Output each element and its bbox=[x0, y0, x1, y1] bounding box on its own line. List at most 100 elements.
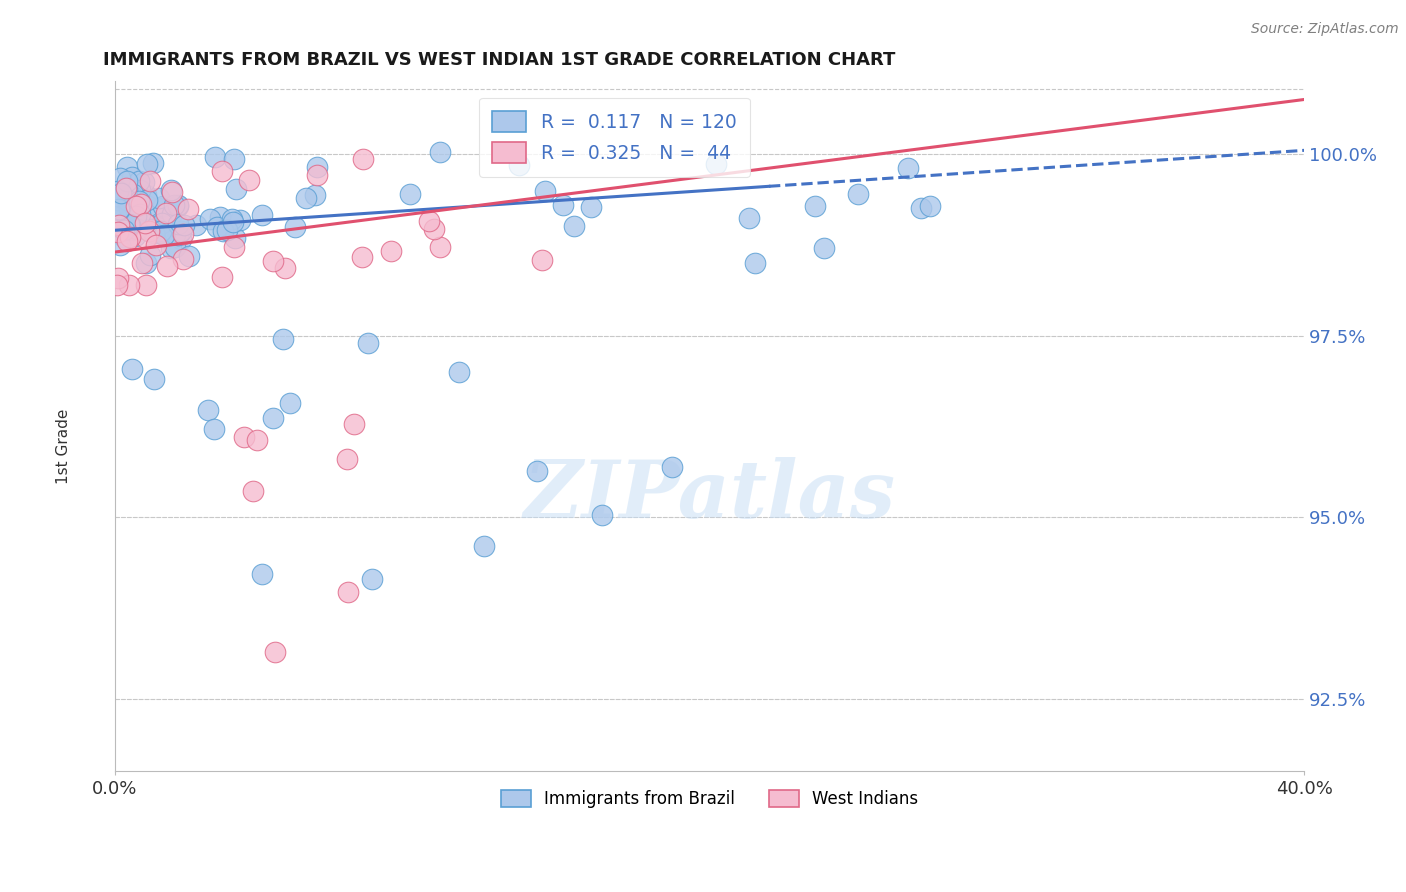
Point bbox=[336, 451, 359, 466]
Point bbox=[160, 183, 183, 197]
Point bbox=[121, 205, 143, 219]
Point bbox=[138, 248, 160, 262]
Point bbox=[139, 174, 162, 188]
Point bbox=[224, 239, 246, 253]
Point bbox=[121, 188, 143, 202]
Point bbox=[112, 229, 135, 244]
Point bbox=[250, 567, 273, 582]
Point bbox=[284, 220, 307, 235]
Point bbox=[129, 183, 152, 197]
Point bbox=[122, 194, 145, 208]
Point bbox=[508, 158, 530, 172]
Point bbox=[198, 212, 221, 227]
Point bbox=[165, 240, 187, 254]
Text: Source: ZipAtlas.com: Source: ZipAtlas.com bbox=[1251, 22, 1399, 37]
Point bbox=[117, 160, 139, 174]
Point bbox=[132, 175, 155, 189]
Point bbox=[211, 269, 233, 284]
Point bbox=[135, 277, 157, 292]
Point bbox=[222, 215, 245, 229]
Point bbox=[118, 217, 141, 231]
Point bbox=[120, 230, 142, 244]
Point bbox=[162, 186, 184, 200]
Point bbox=[177, 249, 200, 263]
Point bbox=[135, 156, 157, 170]
Point bbox=[117, 184, 139, 198]
Point bbox=[305, 161, 328, 175]
Point bbox=[152, 199, 174, 213]
Point bbox=[115, 193, 138, 207]
Point bbox=[526, 464, 548, 478]
Point bbox=[112, 223, 135, 237]
Point bbox=[167, 199, 190, 213]
Point bbox=[108, 238, 131, 252]
Point bbox=[221, 211, 243, 226]
Point bbox=[148, 191, 170, 205]
Point bbox=[107, 218, 129, 232]
Point bbox=[163, 198, 186, 212]
Point bbox=[551, 198, 574, 212]
Point bbox=[121, 186, 143, 201]
Point bbox=[107, 185, 129, 199]
Point bbox=[531, 253, 554, 268]
Point bbox=[125, 210, 148, 224]
Point bbox=[352, 152, 374, 166]
Point bbox=[107, 202, 129, 217]
Point bbox=[217, 223, 239, 237]
Point bbox=[307, 168, 329, 182]
Point bbox=[704, 157, 727, 171]
Point bbox=[170, 224, 193, 238]
Point bbox=[202, 422, 225, 436]
Legend: Immigrants from Brazil, West Indians: Immigrants from Brazil, West Indians bbox=[495, 783, 925, 814]
Point bbox=[591, 508, 613, 522]
Point bbox=[172, 252, 194, 266]
Point bbox=[263, 645, 285, 659]
Point bbox=[145, 238, 167, 252]
Point bbox=[176, 202, 198, 217]
Point bbox=[142, 227, 165, 241]
Point bbox=[117, 195, 139, 210]
Text: ZIPatlas: ZIPatlas bbox=[523, 457, 896, 534]
Point bbox=[160, 207, 183, 221]
Point bbox=[418, 214, 440, 228]
Point bbox=[562, 219, 585, 233]
Point bbox=[229, 212, 252, 227]
Point bbox=[134, 216, 156, 230]
Point bbox=[342, 417, 364, 431]
Text: 1st Grade: 1st Grade bbox=[56, 409, 70, 483]
Point bbox=[136, 218, 159, 232]
Point bbox=[278, 396, 301, 410]
Point bbox=[128, 194, 150, 209]
Point bbox=[262, 411, 284, 425]
Point bbox=[115, 173, 138, 187]
Point bbox=[135, 230, 157, 244]
Point bbox=[121, 362, 143, 376]
Point bbox=[246, 433, 269, 447]
Point bbox=[107, 193, 129, 207]
Point bbox=[125, 199, 148, 213]
Point bbox=[360, 572, 382, 586]
Point bbox=[121, 169, 143, 184]
Point bbox=[232, 430, 254, 444]
Point bbox=[156, 260, 179, 274]
Text: IMMIGRANTS FROM BRAZIL VS WEST INDIAN 1ST GRADE CORRELATION CHART: IMMIGRANTS FROM BRAZIL VS WEST INDIAN 1S… bbox=[103, 51, 896, 69]
Point bbox=[118, 277, 141, 292]
Point bbox=[124, 229, 146, 244]
Point bbox=[118, 219, 141, 233]
Point bbox=[910, 201, 932, 215]
Point bbox=[122, 197, 145, 211]
Point bbox=[118, 202, 141, 216]
Point bbox=[274, 261, 297, 276]
Point bbox=[304, 187, 326, 202]
Point bbox=[173, 219, 195, 233]
Point bbox=[166, 198, 188, 212]
Point bbox=[150, 216, 173, 230]
Point bbox=[447, 365, 470, 379]
Point bbox=[167, 217, 190, 231]
Point bbox=[271, 332, 294, 346]
Point bbox=[813, 242, 835, 256]
Point bbox=[744, 256, 766, 270]
Point bbox=[128, 174, 150, 188]
Point bbox=[107, 225, 129, 239]
Point bbox=[160, 241, 183, 255]
